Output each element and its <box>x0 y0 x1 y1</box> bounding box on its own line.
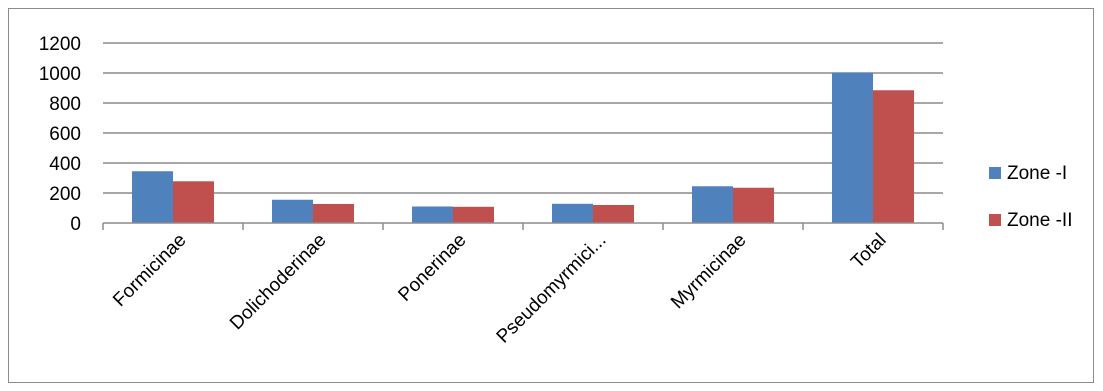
bar-zone-i-1 <box>272 199 313 223</box>
y-tick-label: 200 <box>49 184 81 205</box>
bar-zone-ii-3 <box>593 205 634 223</box>
category-label: Ponerinae <box>394 230 470 306</box>
legend-label: Zone -I <box>1007 163 1067 184</box>
category-label: Myrmicinae <box>667 230 751 314</box>
category-label: Pseudomyrmici... <box>493 230 611 348</box>
bar-chart: 0 200 400 600 800 1000 1200 Formicinae Dolichod… <box>39 34 1073 348</box>
legend: Zone -I Zone -II <box>989 163 1072 231</box>
y-tick-label: 1200 <box>39 34 81 55</box>
bar-zone-ii-5 <box>873 90 914 223</box>
bar-zone-i-0 <box>132 171 173 223</box>
bar-zone-ii-2 <box>453 206 494 223</box>
bar-zone-i-2 <box>412 206 453 223</box>
category-label: Formicinae <box>109 230 190 311</box>
y-tick-label: 600 <box>49 124 81 145</box>
y-tick-label: 800 <box>49 94 81 115</box>
y-tick-label: 400 <box>49 154 81 175</box>
legend-swatch <box>989 214 1001 226</box>
chart-frame: 0 200 400 600 800 1000 1200 Formicinae Dolichod… <box>8 8 1094 383</box>
bar-zone-i-4 <box>692 186 733 223</box>
bar-zone-ii-0 <box>173 181 214 223</box>
bar-zone-ii-1 <box>313 203 354 223</box>
gridlines <box>103 42 943 194</box>
legend-swatch <box>989 167 1001 179</box>
bar-zone-i-3 <box>552 203 593 223</box>
y-tick-label: 1000 <box>39 64 81 85</box>
y-axis-ticks: 0 200 400 600 800 1000 1200 <box>39 34 81 235</box>
x-axis-labels: Formicinae Dolichoderinae Ponerinae Pseudom… <box>109 230 890 348</box>
category-label: Dolichoderinae <box>226 230 330 334</box>
legend-label: Zone -II <box>1007 210 1072 231</box>
bar-zone-ii-4 <box>733 187 774 223</box>
bars <box>132 72 914 223</box>
y-tick-label: 0 <box>70 214 81 235</box>
bar-zone-i-5 <box>832 72 873 223</box>
category-label: Total <box>847 230 890 273</box>
x-axis <box>102 222 944 230</box>
